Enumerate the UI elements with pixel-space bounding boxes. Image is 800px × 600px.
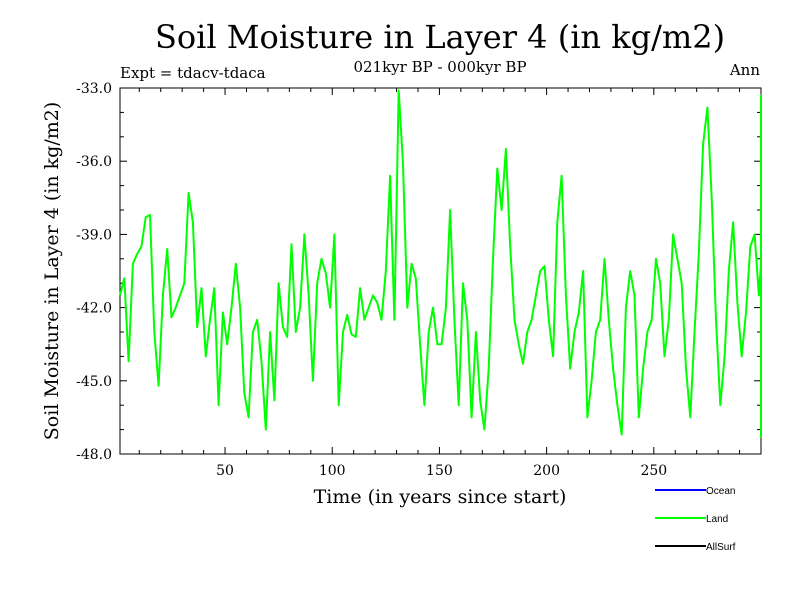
legend: Ocean Land AllSurf — [655, 486, 736, 553]
series-line-land — [119, 89, 762, 438]
x-ticks: 50 100 150 200 250 — [138, 88, 741, 479]
y-tick-label: -36.0 — [76, 154, 112, 170]
y-tick-label: -39.0 — [76, 227, 112, 243]
experiment-label: Expt = tdacv-tdaca — [120, 64, 266, 82]
season-label: Ann — [729, 61, 760, 79]
plot-frame — [119, 87, 762, 455]
x-tick-label: 100 — [319, 463, 346, 479]
x-tick-label: 250 — [640, 463, 667, 479]
y-ticks: -48.0 -45.0 -42.0 -39.0 -36.0 -33.0 — [76, 81, 761, 463]
y-tick-label: -45.0 — [76, 374, 112, 390]
y-axis-label: Soil Moisture in Layer 4 (in kg/m2) — [41, 102, 63, 441]
chart-subtitle: 021kyr BP - 000kyr BP — [353, 58, 526, 76]
x-tick-label: 150 — [426, 463, 453, 479]
x-tick-label: 50 — [216, 463, 234, 479]
chart-title: Soil Moisture in Layer 4 (in kg/m2) — [155, 18, 725, 56]
y-tick-label: -48.0 — [76, 447, 112, 463]
legend-label-ocean: Ocean — [706, 486, 735, 497]
x-axis-label: Time (in years since start) — [314, 486, 567, 508]
y-tick-label: -33.0 — [76, 81, 112, 97]
legend-label-allsurf: AllSurf — [706, 542, 736, 553]
x-tick-label: 200 — [533, 463, 560, 479]
legend-label-land: Land — [706, 514, 728, 525]
y-tick-label: -42.0 — [76, 301, 112, 317]
